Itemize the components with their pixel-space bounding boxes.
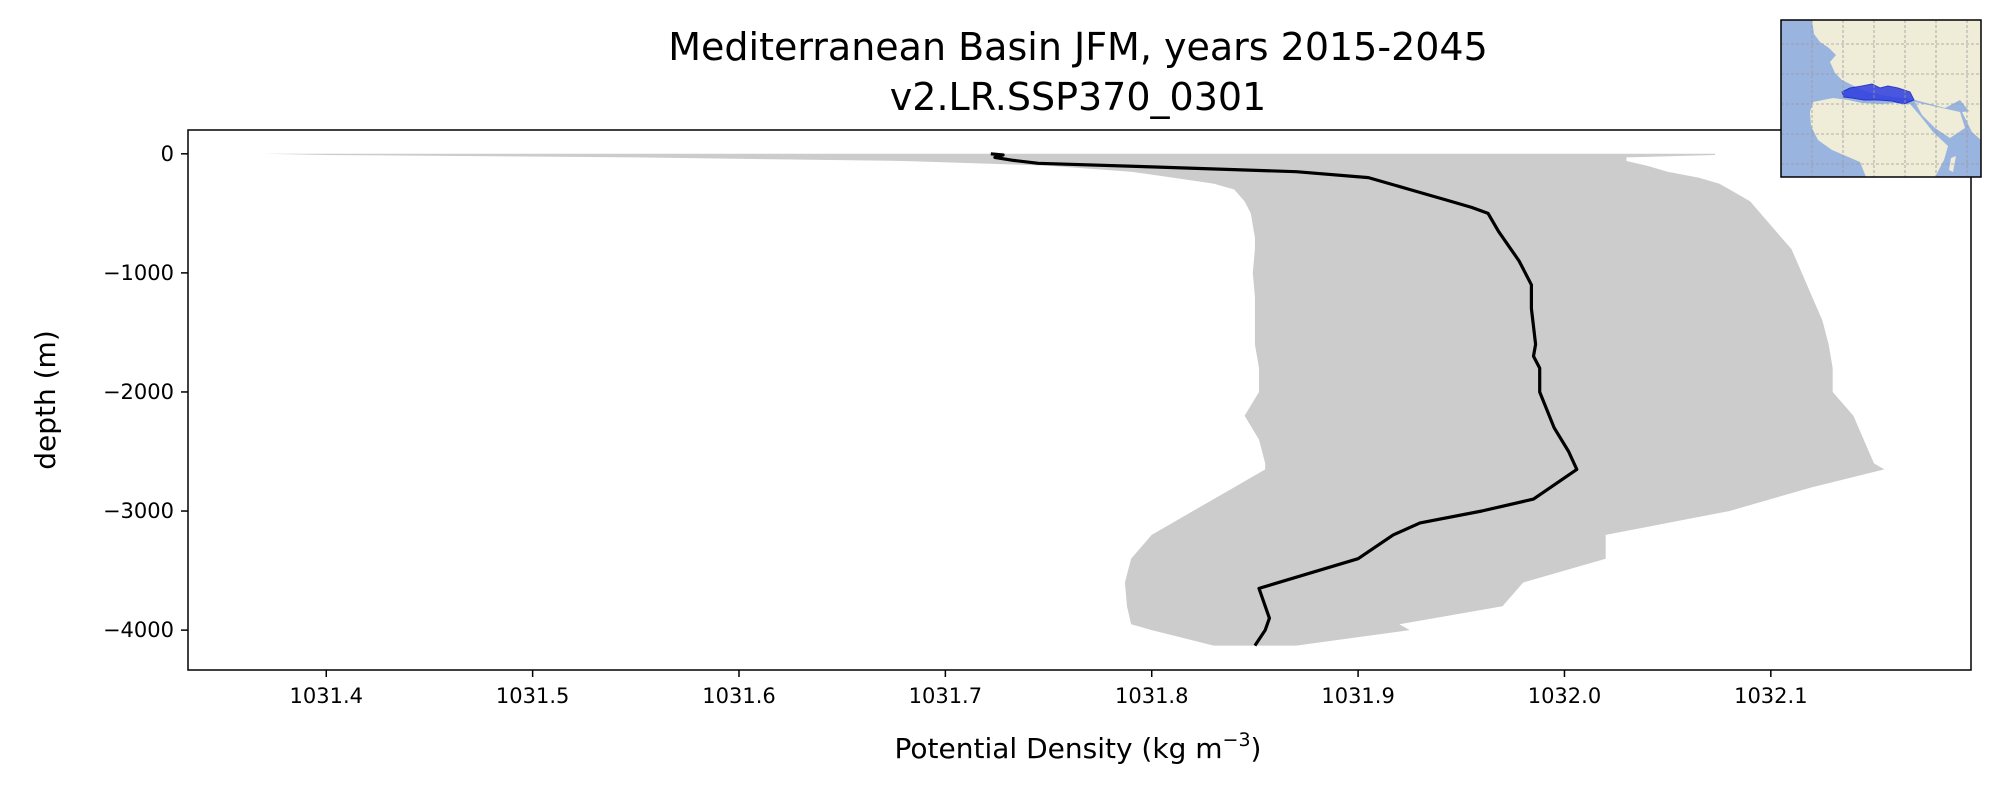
x-tick-label: 1031.5 (496, 684, 569, 708)
chart-title: Mediterranean Basin JFM, years 2015-2045 (668, 25, 1488, 69)
map-region-mediterranean (1841, 83, 1915, 105)
mean-profile-line (990, 152, 1579, 647)
x-axis-label: Potential Density (kg m−3) (895, 729, 1262, 765)
x-tick-label: 1031.9 (1321, 684, 1394, 708)
map-land-africa (1810, 98, 1948, 177)
map-land-arabia (1915, 102, 1965, 138)
y-axis-label: depth (m) (29, 330, 62, 470)
x-tick-label: 1031.7 (909, 684, 982, 708)
x-tick-label: 1032.0 (1528, 684, 1601, 708)
chart-subtitle: v2.LR.SSP370_0301 (890, 75, 1266, 119)
x-tick-label: 1031.6 (702, 684, 775, 708)
x-axis: 1031.4 1031.5 1031.6 1031.7 1031.8 1031.9 1032… (290, 670, 1808, 708)
region-inset-map (1780, 19, 1982, 178)
map-gridlines (1781, 20, 1981, 177)
x-tick-label: 1031.4 (290, 684, 363, 708)
plot-area (264, 152, 1885, 647)
y-axis: 0 −1000 −2000 −3000 −4000 (103, 142, 188, 642)
x-tick-label: 1032.1 (1734, 684, 1807, 708)
y-tick-label: −4000 (103, 618, 174, 642)
map-frame (1780, 19, 1982, 178)
x-axis-label-superscript: −3 (1223, 729, 1251, 751)
range-band (264, 153, 1885, 646)
x-tick-label: 1031.8 (1115, 684, 1188, 708)
y-tick-label: −1000 (103, 261, 174, 285)
y-tick-label: −3000 (103, 499, 174, 523)
map-land-eurasia (1812, 20, 1981, 120)
axes-frame (187, 129, 1972, 671)
y-tick-label: 0 (161, 142, 174, 166)
y-tick-label: −2000 (103, 380, 174, 404)
